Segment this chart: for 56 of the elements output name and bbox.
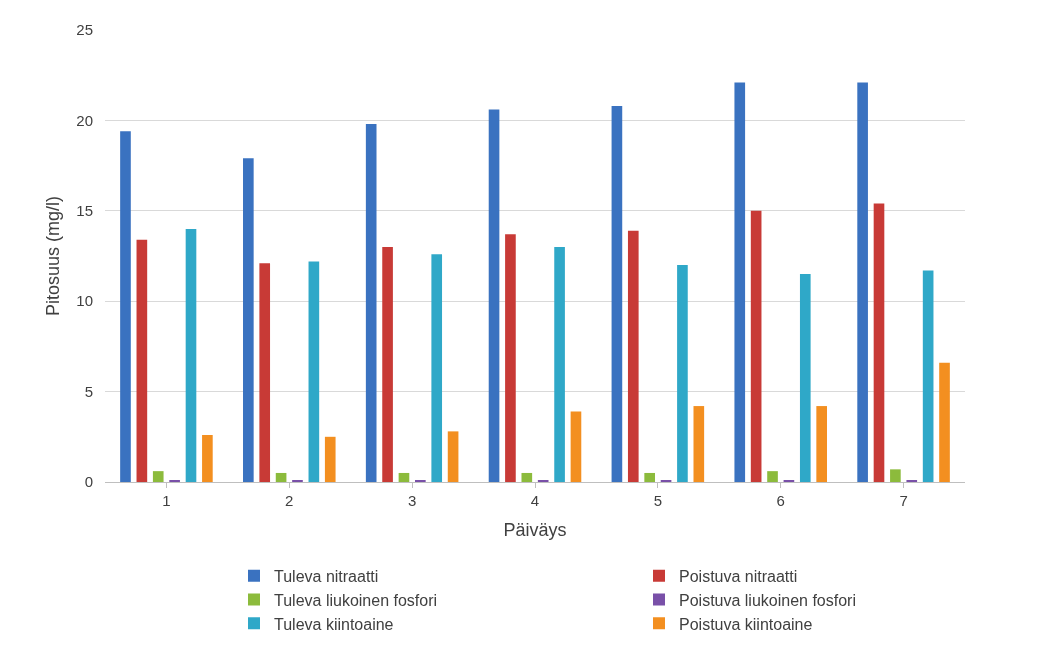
bar <box>939 362 950 482</box>
bar <box>816 406 827 482</box>
bar <box>857 82 868 482</box>
bar <box>136 239 148 482</box>
bar <box>202 434 213 482</box>
bar <box>750 210 762 482</box>
bar <box>611 105 623 482</box>
x-tick-label: 3 <box>407 492 417 509</box>
bar <box>447 431 459 482</box>
legend-label: Tuleva liukoinen fosfori <box>274 591 438 609</box>
x-tick-label: 6 <box>776 492 785 509</box>
legend-label: Tuleva kiintoaine <box>274 615 394 633</box>
bar <box>693 406 705 482</box>
bar <box>677 265 688 482</box>
bar <box>799 274 811 482</box>
y-axis-title: Pitosuus (mg/l) <box>43 195 63 317</box>
bar <box>275 472 287 482</box>
bar <box>922 270 934 482</box>
x-tick-label: 5 <box>653 492 663 509</box>
bar <box>767 471 778 482</box>
bar <box>382 246 393 482</box>
bar <box>873 203 885 482</box>
y-tick-label: 25 <box>76 21 93 39</box>
bar <box>398 472 410 482</box>
bar <box>259 263 271 482</box>
y-tick-label: 10 <box>76 292 93 310</box>
bar <box>324 436 336 482</box>
legend-label: Poistuva kiintoaine <box>679 615 813 633</box>
bar <box>890 469 901 482</box>
bar <box>431 254 443 482</box>
bar <box>308 261 320 482</box>
bar <box>243 158 254 482</box>
bar <box>644 472 655 482</box>
x-tick-label: 2 <box>285 492 294 509</box>
x-tick-label: 7 <box>899 492 908 509</box>
legend-label: Poistuva nitraatti <box>679 567 798 585</box>
bar <box>734 82 746 482</box>
y-tick-label: 0 <box>84 473 93 491</box>
y-tick-label: 20 <box>76 111 93 129</box>
y-tick-label: 5 <box>84 382 93 400</box>
x-tick-label: 1 <box>162 492 171 509</box>
bar <box>570 411 582 482</box>
bar <box>365 124 377 482</box>
bar <box>152 471 164 482</box>
bar <box>488 109 500 482</box>
bar <box>185 228 197 482</box>
y-tick-label: 15 <box>76 202 93 220</box>
bar <box>521 472 533 482</box>
bar <box>505 234 516 482</box>
legend-label: Tuleva nitraatti <box>274 567 379 585</box>
bar <box>627 230 639 482</box>
x-axis-title: Päiväys <box>503 520 567 541</box>
bar <box>120 131 131 482</box>
x-tick-label: 4 <box>530 492 540 509</box>
bar <box>554 246 565 482</box>
legend-label: Poistuva liukoinen fosfori <box>679 591 856 609</box>
